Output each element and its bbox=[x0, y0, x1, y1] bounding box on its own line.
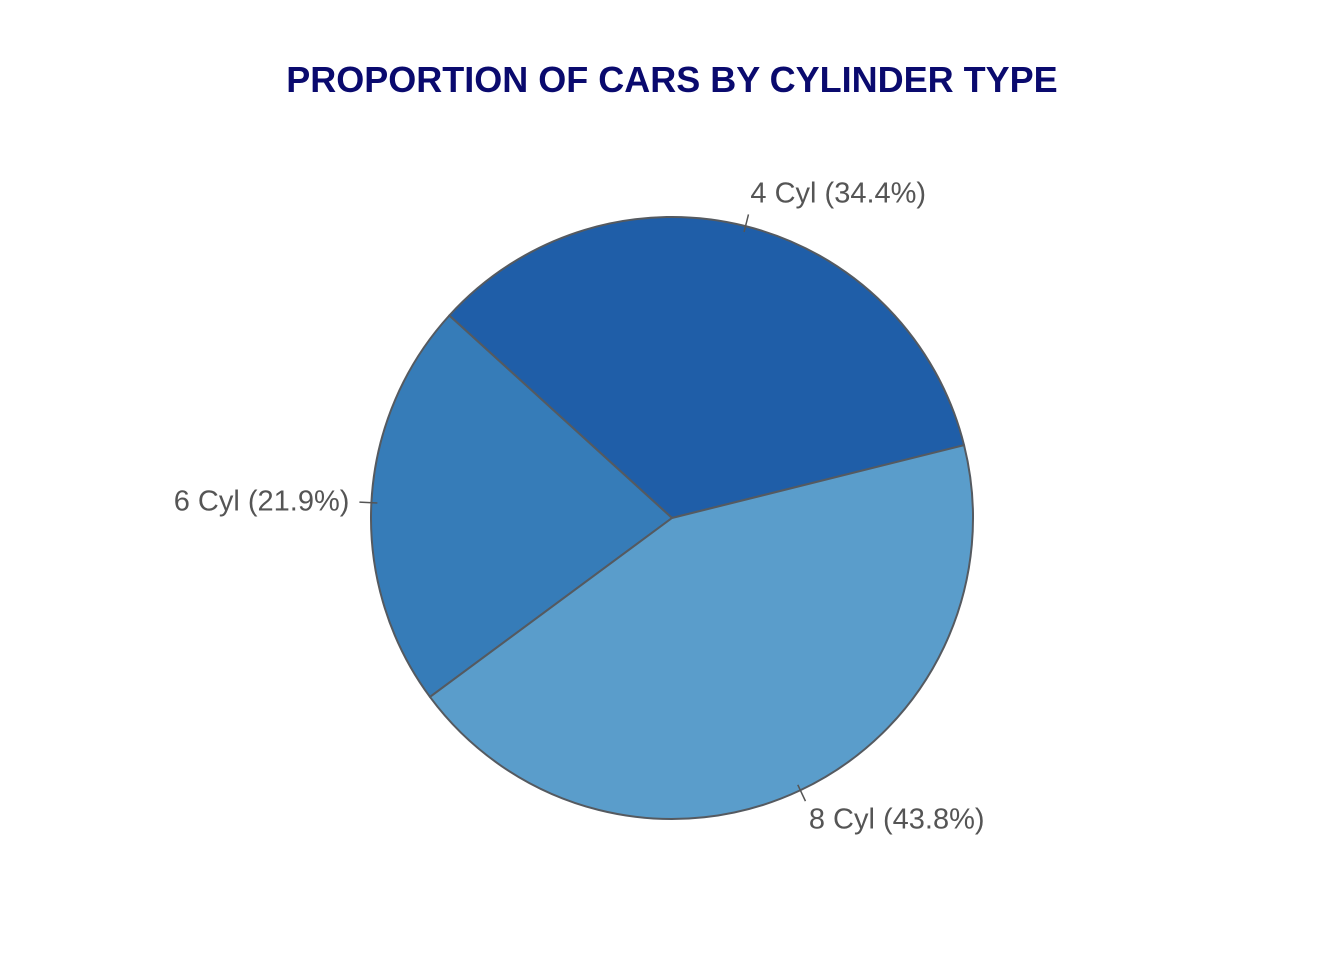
leader-line-6-cyl bbox=[359, 501, 378, 504]
pie-labels: 4 Cyl (34.4%) 6 Cyl (21.9%) 8 Cyl (43.8%) bbox=[174, 178, 985, 836]
slice-label-6-cyl: 6 Cyl (21.9%) bbox=[174, 486, 350, 518]
leader-line-8-cyl bbox=[797, 784, 807, 802]
slice-label-4-cyl: 4 Cyl (34.4%) bbox=[750, 178, 926, 210]
slice-label-8-cyl: 8 Cyl (43.8%) bbox=[809, 803, 985, 835]
chart-title: PROPORTION OF CARS BY CYLINDER TYPE bbox=[286, 59, 1058, 100]
leader-line-4-cyl bbox=[743, 214, 750, 233]
pie-slices bbox=[370, 216, 974, 820]
